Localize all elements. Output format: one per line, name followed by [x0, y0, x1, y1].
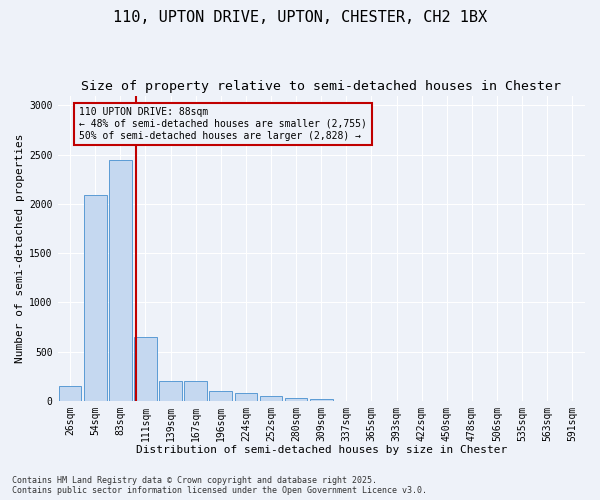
Title: Size of property relative to semi-detached houses in Chester: Size of property relative to semi-detach… [81, 80, 561, 93]
Bar [235, 394, 257, 400]
Bar [84, 195, 107, 400]
Y-axis label: Number of semi-detached properties: Number of semi-detached properties [15, 134, 25, 363]
Text: 110 UPTON DRIVE: 88sqm
← 48% of semi-detached houses are smaller (2,755)
50% of : 110 UPTON DRIVE: 88sqm ← 48% of semi-det… [79, 108, 367, 140]
Bar [134, 336, 157, 400]
Bar [59, 386, 82, 400]
X-axis label: Distribution of semi-detached houses by size in Chester: Distribution of semi-detached houses by … [136, 445, 507, 455]
Text: 110, UPTON DRIVE, UPTON, CHESTER, CH2 1BX: 110, UPTON DRIVE, UPTON, CHESTER, CH2 1B… [113, 10, 487, 25]
Bar [184, 381, 207, 400]
Bar [310, 399, 332, 400]
Bar [260, 396, 283, 400]
Text: Contains HM Land Registry data © Crown copyright and database right 2025.
Contai: Contains HM Land Registry data © Crown c… [12, 476, 427, 495]
Bar [209, 391, 232, 400]
Bar [109, 160, 131, 400]
Bar [285, 398, 307, 400]
Bar [159, 381, 182, 400]
